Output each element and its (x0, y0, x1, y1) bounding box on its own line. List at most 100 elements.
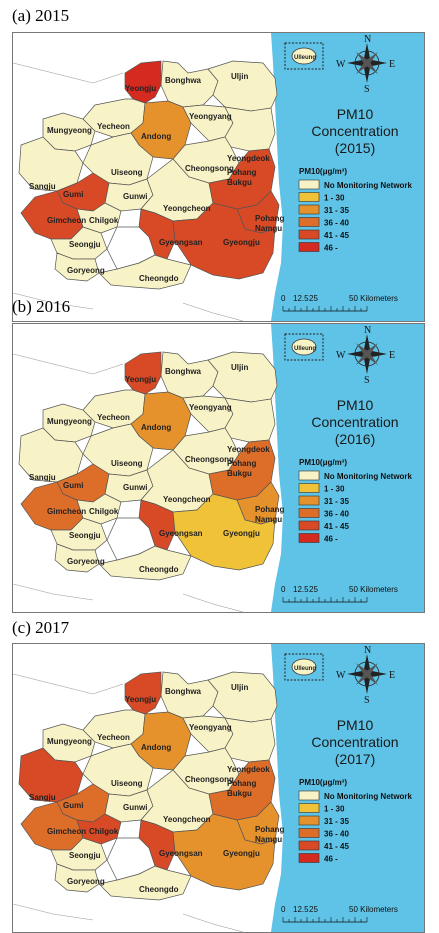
compass-s-label: S (364, 84, 370, 95)
region-label-yecheon: Yecheon (97, 413, 130, 422)
region-label-gumi: Gumi (63, 801, 83, 810)
ulleung-inset-frame (284, 653, 324, 681)
ulleung-inset-frame (284, 42, 324, 70)
region-label-yeongcheon: Yeongcheon (163, 495, 211, 504)
scale-tick-label: 50 Kilometers (349, 905, 398, 914)
map-panel-2017: Yeongju Bonghwa Uljin Mungyeong Yecheon Andon… (12, 643, 425, 933)
region-yeongju (124, 671, 162, 715)
region-label-goryeong: Goryeong (67, 557, 105, 566)
legend-title: PM10(μg/m³) (299, 167, 347, 176)
neighbour-boundary (13, 353, 244, 612)
region-label-gunwi: Gunwi (123, 803, 147, 812)
legend-item-label: 41 - 45 (324, 231, 349, 240)
region-label-sangju: Sangju (29, 473, 56, 482)
region-label-pohang-namgu-2: Namgu (255, 835, 282, 844)
legend-item-label: 1 - 30 (324, 485, 345, 494)
region-label-chilgok: Chilgok (89, 827, 119, 836)
region-gyeongju (172, 202, 276, 280)
region-label-yeongju: Yeongju (125, 84, 156, 93)
region-label-yecheon: Yecheon (97, 733, 130, 742)
compass-e-label: E (389, 670, 395, 681)
legend-item-label: 41 - 45 (324, 842, 349, 851)
legend-item-label: 31 - 35 (324, 497, 349, 506)
region-label-yeongdeok: Yeongdeok (227, 445, 270, 454)
legend-item-label: 31 - 35 (324, 817, 349, 826)
ulleung-island (291, 658, 317, 676)
ulleung-label: Ulleung (294, 666, 316, 672)
region-label-bonghwa: Bonghwa (165, 687, 202, 696)
scale-tick-label: 0 (281, 905, 286, 914)
region-label-cheongdo: Cheongdo (139, 565, 179, 574)
legend-item-label: 36 - 40 (324, 830, 349, 839)
region-label-seongju: Seongju (69, 531, 101, 540)
legend-swatch (298, 803, 320, 813)
compass-n-label: N (364, 34, 371, 45)
scale-tick-label: 0 (281, 585, 286, 594)
region-label-gyeongsan: Gyeongsan (159, 238, 203, 247)
region-label-sangju: Sangju (29, 182, 56, 191)
region-gyeongju (172, 813, 276, 891)
compass-n-label: N (364, 325, 371, 336)
region-label-gyeongsan: Gyeongsan (159, 849, 203, 858)
map-title-pm10: PM10 (337, 397, 374, 413)
scale-tick-label: 25 (309, 585, 318, 594)
scale-bar (282, 306, 368, 312)
region-label-uiseong: Uiseong (111, 779, 143, 788)
region-yeongdeok (224, 106, 276, 152)
map-panel-2015: Yeongju Bonghwa Uljin Mungyeong Yecheon Andon… (12, 32, 425, 322)
scale-tick-label: 50 Kilometers (349, 585, 398, 594)
scale-tick-label: 50 Kilometers (349, 294, 398, 303)
legend-swatch (298, 828, 320, 838)
legend-swatch (298, 853, 320, 863)
legend-swatch (298, 204, 320, 215)
region-label-pohang-namgu-1: Pohang (255, 505, 284, 514)
region-label-chilgok: Chilgok (89, 507, 119, 516)
region-label-yeongcheon: Yeongcheon (163, 204, 211, 213)
compass-e-label: E (389, 350, 395, 361)
region-label-yeongyang: Yeongyang (189, 112, 232, 121)
region-label-bonghwa: Bonghwa (165, 367, 202, 376)
legend-swatch (298, 495, 320, 506)
legend-swatch (298, 508, 320, 518)
region-label-gyeongju: Gyeongju (223, 849, 260, 858)
region-label-yeongyang: Yeongyang (189, 403, 232, 412)
compass-n-label: N (364, 645, 371, 656)
caption-2016: (b) 2016 (12, 297, 71, 316)
legend-swatch (298, 483, 320, 493)
region-label-sangju: Sangju (29, 793, 56, 802)
legend-item-label: 36 - 40 (324, 219, 349, 228)
region-uljin (207, 351, 278, 403)
region-label-mungyeong: Mungyeong (47, 417, 92, 426)
legend-title: PM10(μg/m³) (299, 458, 347, 467)
region-label-goryeong: Goryeong (67, 266, 105, 275)
neighbour-boundary (13, 62, 244, 321)
sea-area (271, 33, 424, 321)
region-label-uiseong: Uiseong (111, 459, 143, 468)
map-title-pm10: PM10 (337, 717, 374, 733)
legend-item-label: No Monitoring Network (324, 472, 413, 481)
region-label-gumi: Gumi (63, 190, 83, 199)
region-label-gimcheon: Gimcheon (47, 507, 86, 516)
legend-title: PM10(μg/m³) (299, 778, 347, 787)
ulleung-inset-frame (284, 333, 324, 361)
legend-item-label: 46 - (324, 855, 338, 864)
region-label-pohang-bukgu-2: Bukgu (227, 789, 252, 798)
region-label-gunwi: Gunwi (123, 483, 147, 492)
scale-tick-label: 0 (281, 294, 286, 303)
legend-swatch (298, 815, 320, 826)
map-title-year: (2015) (335, 140, 375, 156)
region-sangju (18, 427, 84, 483)
region-label-pohang-bukgu-2: Bukgu (227, 178, 252, 187)
scale-bar (282, 917, 368, 923)
region-label-pohang-bukgu-2: Bukgu (227, 469, 252, 478)
region-label-uljin: Uljin (231, 683, 248, 692)
map-panel-2016: Yeongju Bonghwa Uljin Mungyeong Yecheon Andon… (12, 323, 425, 613)
legend-swatch (298, 470, 320, 481)
map-title-concentration: Concentration (311, 414, 398, 430)
region-label-pohang-bukgu-1: Pohang (227, 779, 256, 788)
region-label-gunwi: Gunwi (123, 192, 147, 201)
legend-item-label: 1 - 30 (324, 805, 345, 814)
region-label-uljin: Uljin (231, 72, 248, 81)
legend-item-label: 31 - 35 (324, 206, 349, 215)
compass-w-label: W (336, 670, 346, 681)
